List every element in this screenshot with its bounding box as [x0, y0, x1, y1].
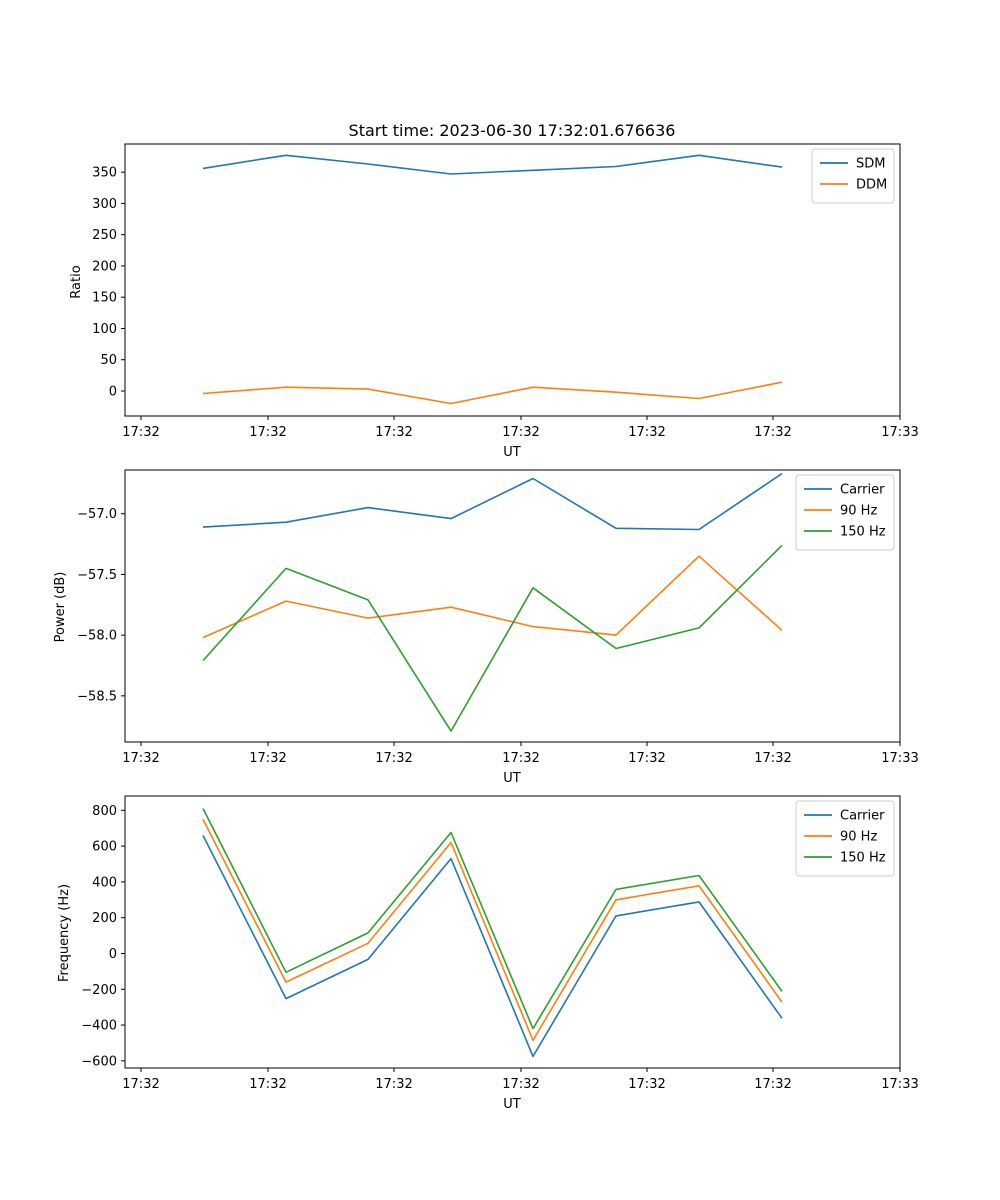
- y-tick-label: 150: [92, 291, 117, 306]
- series-line-150-hz: [202, 808, 783, 1030]
- x-tick-label: 17:32: [502, 751, 539, 766]
- x-axis-label: UT: [503, 445, 521, 460]
- y-tick-label: −58.5: [77, 689, 117, 704]
- y-tick-label: 250: [92, 228, 117, 243]
- axes-frame: [124, 469, 901, 743]
- x-tick-label: 17:33: [881, 751, 918, 766]
- y-tick-label: −57.5: [77, 568, 117, 583]
- series-line-150-hz: [202, 544, 783, 732]
- y-tick-label: 100: [92, 322, 117, 337]
- axes-frame: [124, 143, 901, 417]
- chart-panel-ratio: Start time: 2023-06-30 17:32:01.676636 1…: [69, 121, 919, 460]
- y-axis-label: Frequency (Hz): [57, 884, 72, 982]
- x-tick-label: 17:32: [502, 425, 539, 440]
- y-axis-label: Ratio: [69, 265, 84, 298]
- x-tick-label: 17:32: [754, 425, 791, 440]
- legend-label: Carrier: [840, 809, 885, 824]
- series-line-carrier: [202, 835, 783, 1058]
- chart-title: Start time: 2023-06-30 17:32:01.676636: [349, 121, 676, 140]
- y-tick-label: −57.0: [77, 507, 117, 522]
- plot-area: 17:32 17:32 17:32 17:32 17:32 17:32 17:33 −58.5…: [77, 469, 919, 766]
- y-tick-label: 200: [92, 259, 117, 274]
- series-line-90-hz: [202, 555, 783, 639]
- x-tick-label: 17:33: [881, 425, 918, 440]
- legend-label: 90 Hz: [840, 504, 877, 519]
- chart-panel-power: 17:32 17:32 17:32 17:32 17:32 17:32 17:33 −58.5…: [53, 469, 919, 786]
- x-axis-label: UT: [503, 1097, 521, 1112]
- y-tick-label: −600: [81, 1054, 117, 1069]
- legend-label: 150 Hz: [840, 851, 886, 866]
- legend: Carrier 90 Hz 150 Hz: [795, 474, 895, 551]
- x-tick-label: 17:32: [249, 751, 286, 766]
- y-axis-label: Power (dB): [53, 572, 68, 643]
- y-tick-label: −200: [81, 983, 117, 998]
- x-tick-label: 17:32: [628, 425, 665, 440]
- series-line-sdm: [202, 154, 783, 175]
- y-tick-label: 600: [92, 840, 117, 855]
- x-tick-label: 17:32: [754, 751, 791, 766]
- series-line-carrier: [202, 472, 783, 531]
- plot-area: 17:32 17:32 17:32 17:32 17:32 17:32 17:33 0 50 10…: [92, 143, 919, 440]
- y-tick-label: 0: [109, 947, 117, 962]
- legend-label: 90 Hz: [840, 830, 877, 845]
- x-tick-label: 17:32: [249, 425, 286, 440]
- legend-label: Carrier: [840, 483, 885, 498]
- legend: Carrier 90 Hz 150 Hz: [795, 800, 895, 877]
- y-tick-label: 200: [92, 911, 117, 926]
- series-line-ddm: [202, 381, 783, 405]
- y-tick-label: 0: [109, 384, 117, 399]
- y-tick-label: −58.0: [77, 629, 117, 644]
- y-tick-label: 50: [100, 353, 117, 368]
- x-tick-label: 17:32: [249, 1077, 286, 1092]
- x-tick-label: 17:33: [881, 1077, 918, 1092]
- y-tick-label: 300: [92, 197, 117, 212]
- x-tick-label: 17:32: [122, 425, 159, 440]
- y-tick-label: 800: [92, 804, 117, 819]
- legend-label: SDM: [856, 157, 885, 172]
- x-tick-label: 17:32: [502, 1077, 539, 1092]
- x-tick-label: 17:32: [375, 425, 412, 440]
- legend-label: 150 Hz: [840, 525, 886, 540]
- x-tick-label: 17:32: [375, 1077, 412, 1092]
- y-tick-label: 400: [92, 875, 117, 890]
- x-axis-label: UT: [503, 771, 521, 786]
- axes-frame: [124, 795, 901, 1069]
- series-line-90-hz: [202, 818, 783, 1042]
- y-tick-label: 350: [92, 166, 117, 181]
- x-tick-label: 17:32: [754, 1077, 791, 1092]
- x-tick-label: 17:32: [375, 751, 412, 766]
- plot-area: 17:32 17:32 17:32 17:32 17:32 17:32 17:33 −600 −…: [81, 795, 919, 1092]
- legend-label: DDM: [856, 178, 887, 193]
- legend: SDM DDM: [811, 148, 895, 204]
- x-tick-label: 17:32: [628, 751, 665, 766]
- y-tick-label: −400: [81, 1019, 117, 1034]
- x-tick-label: 17:32: [122, 751, 159, 766]
- x-tick-label: 17:32: [628, 1077, 665, 1092]
- chart-panel-frequency: 17:32 17:32 17:32 17:32 17:32 17:32 17:33 −600 −…: [57, 795, 919, 1112]
- x-tick-label: 17:32: [122, 1077, 159, 1092]
